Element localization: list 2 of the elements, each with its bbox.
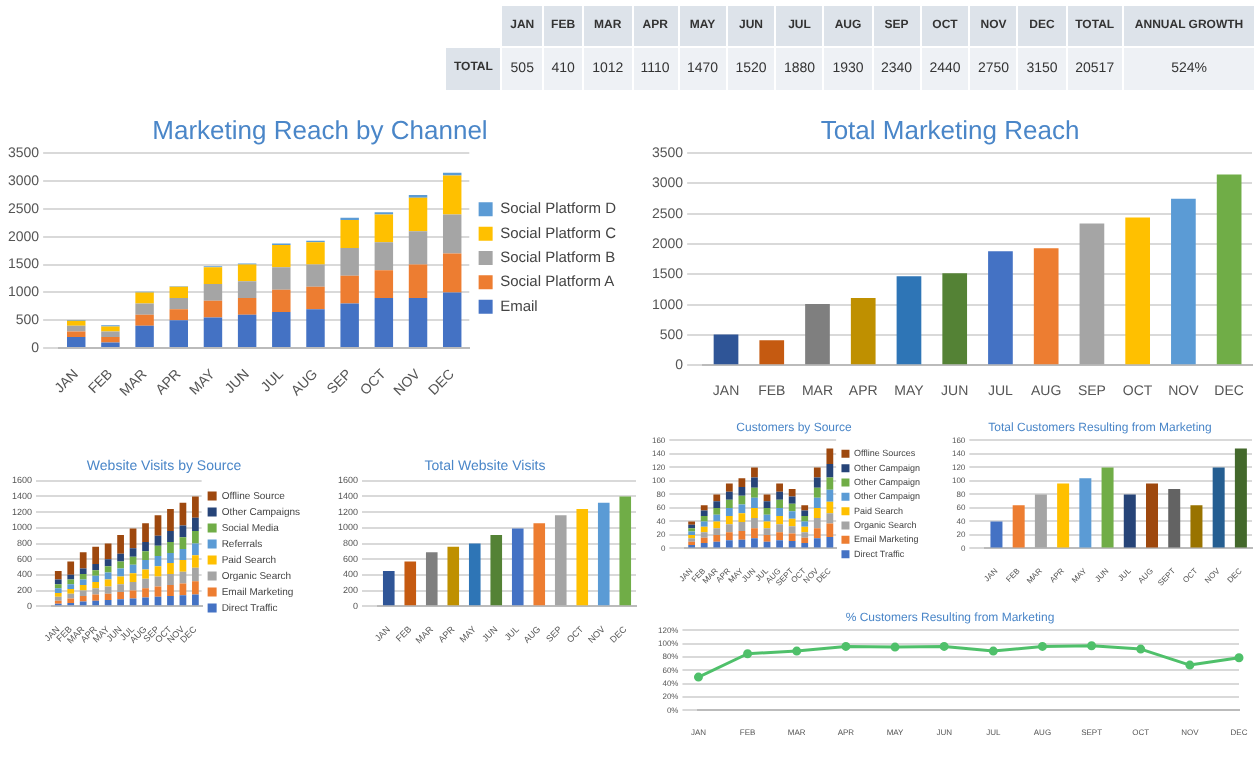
chart-title: Total Marketing Reach [820,114,1080,145]
chart-title: Marketing Reach by Channel [152,114,488,145]
